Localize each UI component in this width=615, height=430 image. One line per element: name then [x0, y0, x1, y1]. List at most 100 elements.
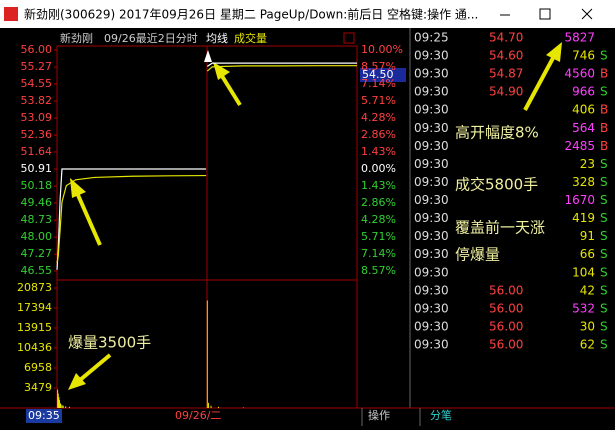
y-tick-label: 54.55 [21, 77, 53, 90]
y-tick-label: 55.27 [21, 60, 53, 73]
close-chart-button[interactable] [343, 32, 355, 44]
tick-side: S [600, 319, 608, 333]
arrow [204, 50, 212, 62]
volume-tick-label: 13915 [17, 321, 52, 334]
annotation: 爆量3500手 [68, 334, 151, 352]
tick-side: B [600, 121, 608, 135]
tick-time: 09:30 [414, 283, 449, 297]
tick-side: S [600, 247, 608, 261]
last-price-box [360, 68, 406, 82]
percent-label: 2.86% [361, 196, 396, 209]
percent-label: 4.28% [361, 111, 396, 124]
tick-time: 09:30 [414, 139, 449, 153]
annotation: 覆盖前一天涨 [455, 219, 545, 237]
percent-label: 10.00% [361, 43, 403, 56]
arrows [68, 42, 562, 390]
percent-label: 2.86% [361, 128, 396, 141]
last-price: 54.50 [362, 68, 394, 81]
tick-volume: 2485 [564, 139, 595, 153]
tick-volume: 42 [580, 283, 595, 297]
tick-price: 54.90 [489, 85, 523, 99]
tick-volume: 406 [572, 103, 595, 117]
tick-side: S [600, 283, 608, 297]
tick-time: 09:30 [414, 193, 449, 207]
tick-side: S [600, 85, 608, 99]
title-bar [0, 0, 615, 28]
y-tick-label: 50.91 [21, 162, 53, 175]
percent-label: 1.43% [361, 145, 396, 158]
tick-volume: 564 [572, 121, 595, 135]
y-tick-label: 48.00 [21, 230, 53, 243]
volume-label: 成交量 [234, 31, 267, 45]
percent-label: 7.14% [361, 77, 396, 90]
volume-tick-label: 10436 [17, 341, 52, 354]
percent-label: 1.43% [361, 179, 396, 192]
tick-price: 56.00 [489, 338, 523, 352]
tick-time: 09:30 [414, 103, 449, 117]
tick-side: S [600, 49, 608, 63]
tick-price: 54.60 [489, 49, 523, 63]
tick-volume: 104 [572, 265, 595, 279]
ticks-button[interactable]: 分笔 [430, 408, 452, 422]
maximize-button[interactable] [539, 8, 551, 20]
tick-price: 56.00 [489, 319, 523, 333]
tick-time: 09:30 [414, 85, 449, 99]
tick-volume: 66 [580, 247, 595, 261]
y-tick-label: 53.09 [21, 111, 53, 124]
tick-price: 56.00 [489, 301, 523, 315]
tick-price: 54.87 [489, 67, 523, 81]
tick-side: B [600, 139, 608, 153]
tick-time: 09:30 [414, 121, 449, 135]
percent-label: 5.71% [361, 230, 396, 243]
y-tick-label: 46.55 [21, 264, 53, 277]
tick-volume: 746 [572, 49, 595, 63]
time-cursor [26, 409, 62, 423]
close-button[interactable] [581, 8, 593, 20]
tick-volume: 328 [572, 175, 595, 189]
percent-label: 8.57% [361, 264, 396, 277]
tick-side: S [600, 193, 608, 207]
tick-time: 09:30 [414, 319, 449, 333]
tick-volume: 5827 [564, 31, 595, 45]
y-tick-label: 49.46 [21, 196, 53, 209]
y-tick-label: 53.82 [21, 94, 53, 107]
percent-label: 7.14% [361, 247, 396, 260]
percent-label: 4.28% [361, 213, 396, 226]
tick-time: 09:30 [414, 265, 449, 279]
tick-side: B [600, 103, 608, 117]
operate-button[interactable]: 操作 [368, 408, 390, 422]
tick-time: 09:30 [414, 211, 449, 225]
tick-volume: 23 [580, 157, 595, 171]
app-icon [4, 7, 18, 21]
tick-volume: 966 [572, 85, 595, 99]
avg-label: 均线 [206, 31, 228, 45]
tick-side: S [600, 265, 608, 279]
tick-time: 09:30 [414, 175, 449, 189]
x-label: 09/26/二 [175, 409, 221, 422]
tick-time: 09:30 [414, 49, 449, 63]
tick-side: S [600, 229, 608, 243]
tick-side: S [600, 211, 608, 225]
y-tick-label: 51.64 [21, 145, 53, 158]
y-tick-label: 56.00 [21, 43, 53, 56]
tick-time: 09:30 [414, 247, 449, 261]
tick-time: 09:30 [414, 338, 449, 352]
price-line [56, 65, 357, 263]
stock-name: 新劲刚 [60, 31, 93, 45]
tick-volume: 91 [580, 229, 595, 243]
tick-side: S [600, 175, 608, 189]
tick-volume: 1670 [564, 193, 595, 207]
volume-tick-label: 20873 [17, 281, 52, 294]
percent-label: 0.00% [361, 162, 396, 175]
volume-tick-label: 3479 [24, 381, 52, 394]
period-label: 09/26最近2日分时 [104, 32, 198, 45]
annotation: 停爆量 [455, 246, 500, 264]
y-tick-label: 48.73 [21, 213, 53, 226]
percent-label: 8.57% [361, 60, 396, 73]
y-tick-label: 50.18 [21, 179, 53, 192]
volume-tick-label: 6958 [24, 361, 52, 374]
tick-time: 09:30 [414, 229, 449, 243]
percent-label: 5.71% [361, 94, 396, 107]
